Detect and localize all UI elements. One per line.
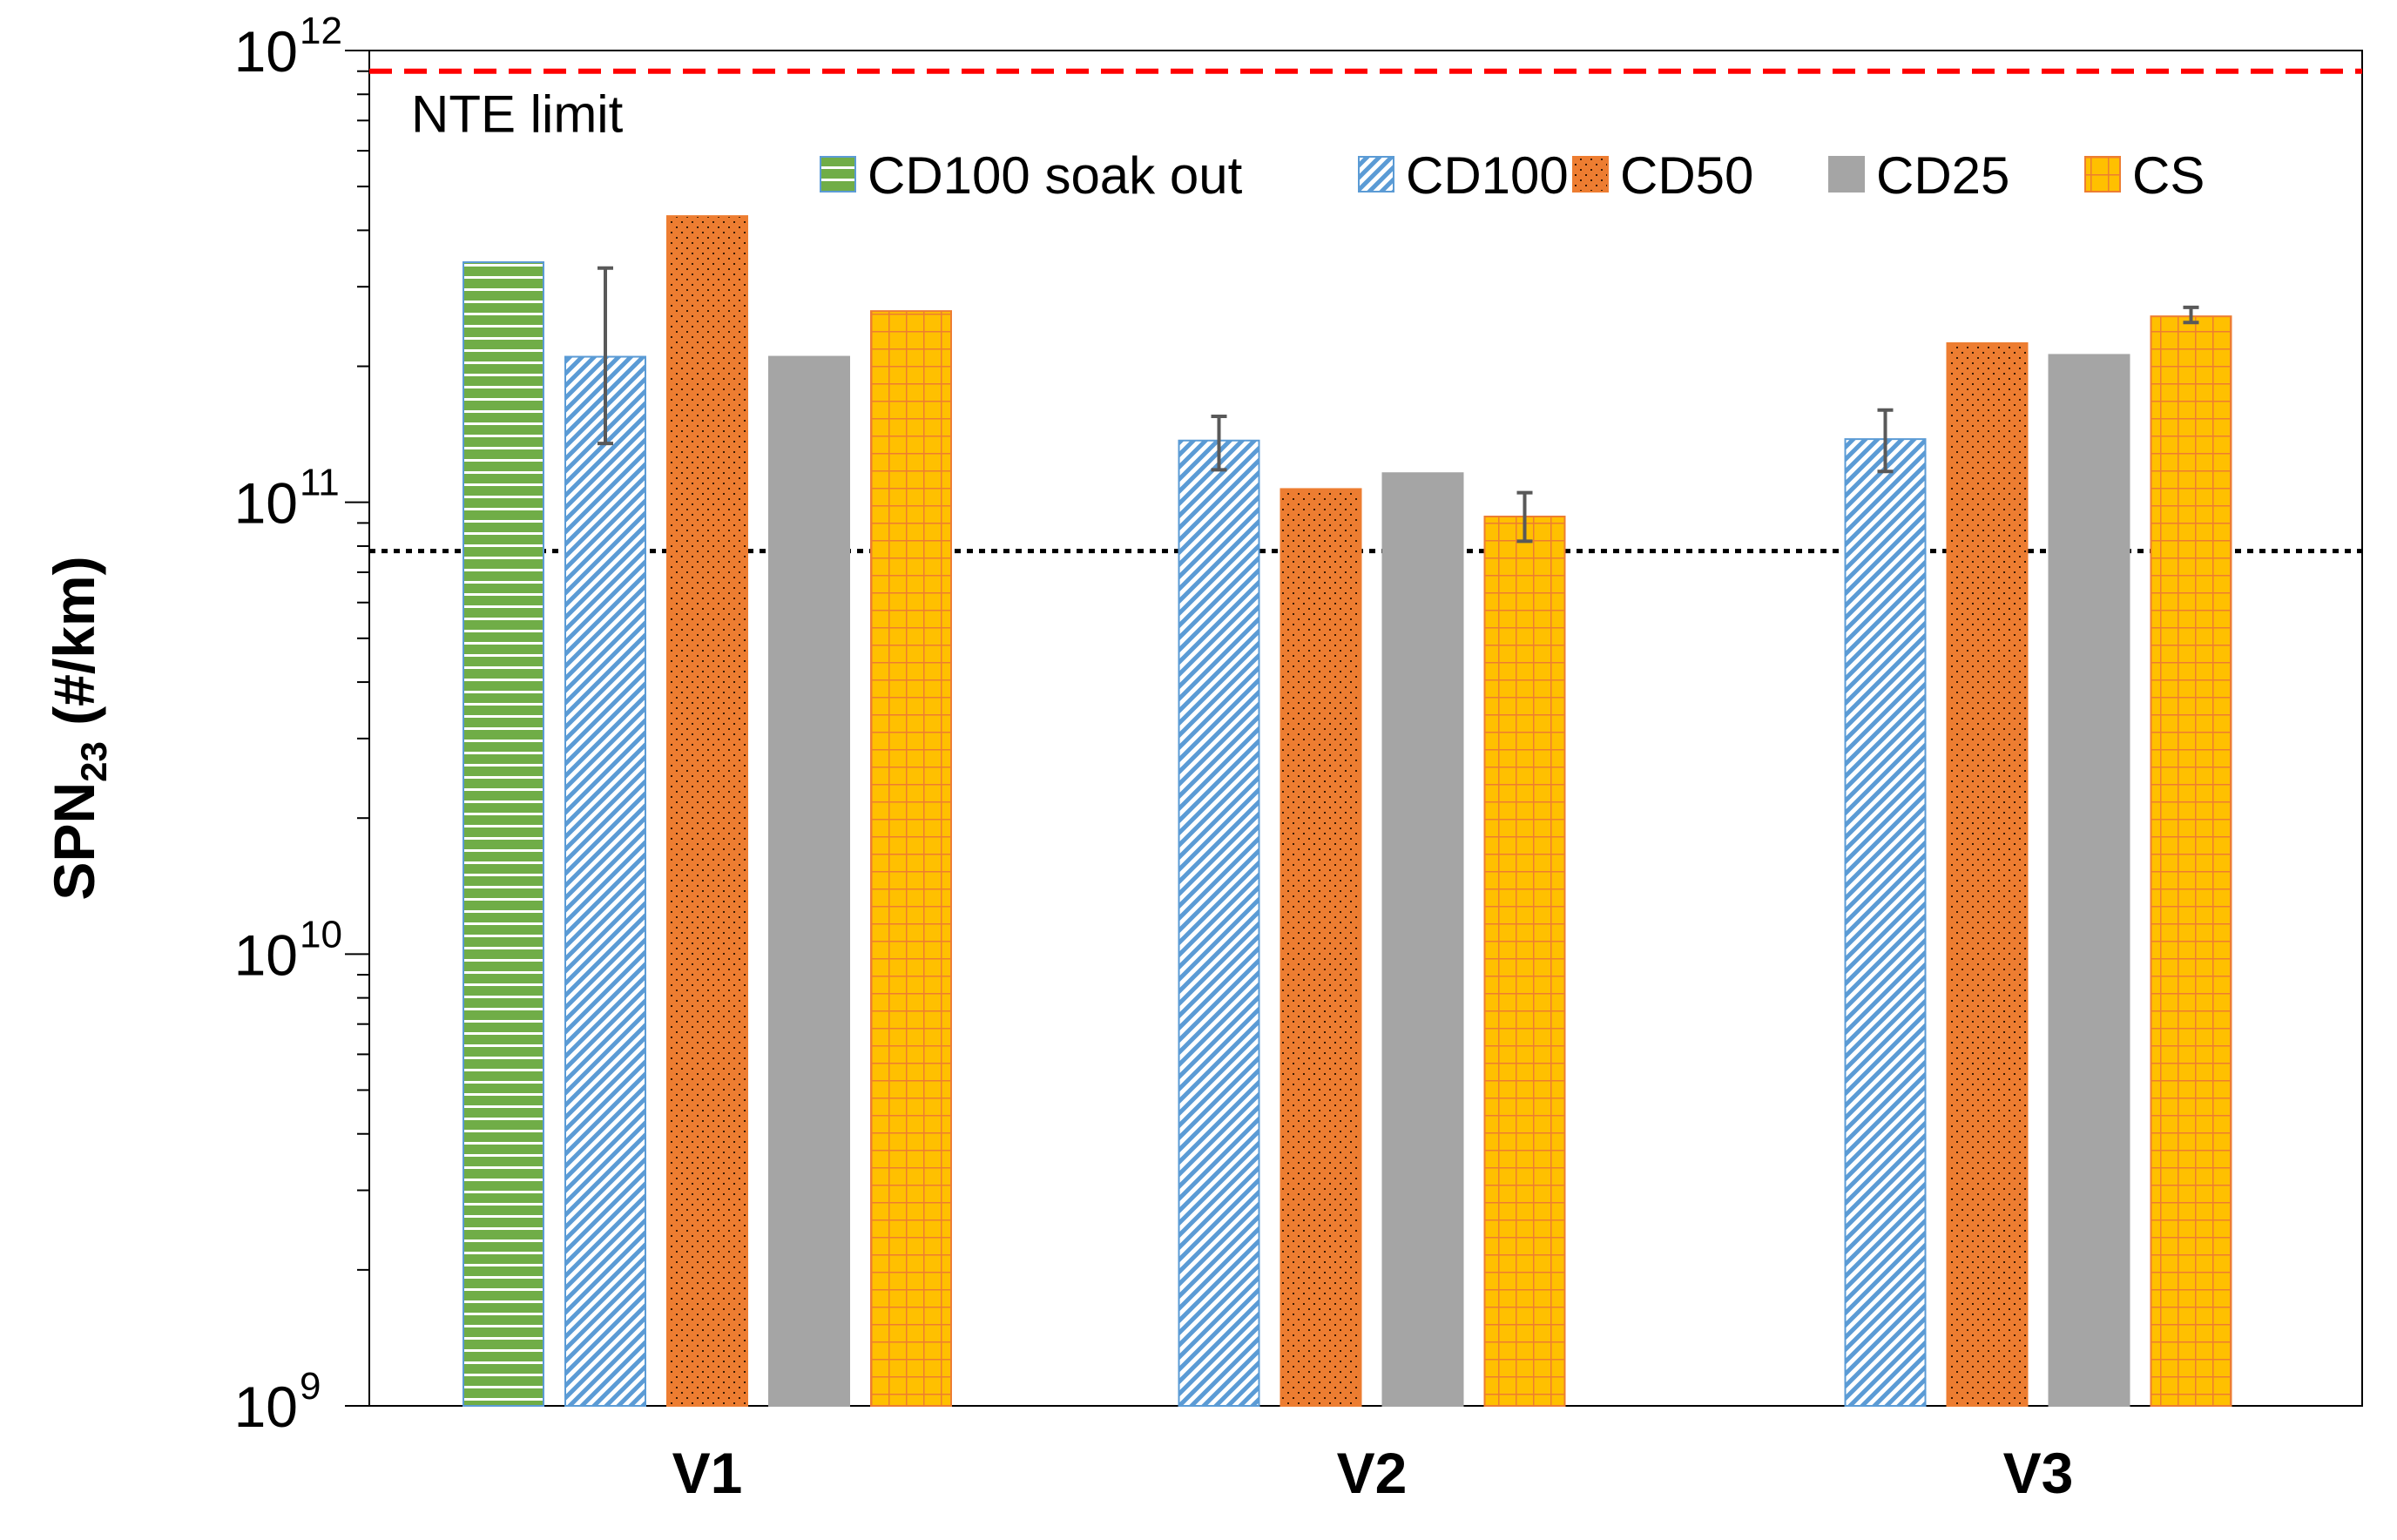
legend-swatch (1828, 156, 1865, 192)
y-tick-exponent: 9 (300, 1365, 321, 1408)
error-bars (598, 266, 2199, 544)
y-tick-label: 10 (234, 19, 298, 84)
y-axis-title: SPN23 (#/km) (42, 556, 114, 900)
legend-label: CD25 (1876, 146, 2009, 205)
bar-v2-cd100 (1178, 439, 1260, 1407)
legend: CD100 soak out CD100 CD50 CD25 CS (820, 146, 2205, 205)
bar-v3-cd100 (1844, 438, 1927, 1407)
bar-v2-cd50 (1280, 488, 1362, 1407)
bar-v1-cs (870, 310, 952, 1407)
plot-area (368, 50, 2363, 1407)
x-category-label: V1 (672, 1441, 743, 1505)
bar-v3-cs (2150, 315, 2232, 1408)
bar-v1-cd100 (564, 355, 646, 1408)
plot-frame (368, 50, 2363, 1407)
bars (463, 215, 2232, 1408)
y-tick-label: 10 (234, 1375, 298, 1439)
bar-v2-cd25 (1381, 472, 1464, 1407)
legend-label: CD100 (1406, 146, 1569, 205)
legend-label: CD50 (1620, 146, 1753, 205)
x-category-label: V2 (1337, 1441, 1408, 1505)
x-category-label: V3 (2003, 1441, 2074, 1505)
legend-swatch (820, 156, 856, 192)
bar-v1-cd25 (768, 355, 850, 1408)
bar-v1-cd50 (666, 215, 748, 1408)
bar-v3-cd25 (2048, 354, 2130, 1408)
y-tick-exponent: 10 (300, 913, 342, 956)
y-axis-label: SPN23 (#/km) (42, 556, 114, 900)
y-tick-exponent: 11 (300, 462, 340, 504)
y-tick-label: 10 (234, 471, 298, 536)
legend-swatch (1572, 156, 1609, 192)
bar-v3-cd50 (1946, 342, 2029, 1407)
y-tick-label: 10 (234, 922, 298, 987)
legend-swatch (2084, 156, 2121, 192)
legend-swatch (1358, 156, 1394, 192)
legend-label: CS (2132, 146, 2205, 205)
nte-limit-label: NTE limit (411, 85, 624, 144)
y-tick-exponent: 12 (300, 10, 342, 52)
legend-label: CD100 soak out (868, 146, 1243, 205)
bar-v2-cs (1483, 516, 1566, 1407)
bar-v1-cd100-soak-out (463, 261, 544, 1408)
